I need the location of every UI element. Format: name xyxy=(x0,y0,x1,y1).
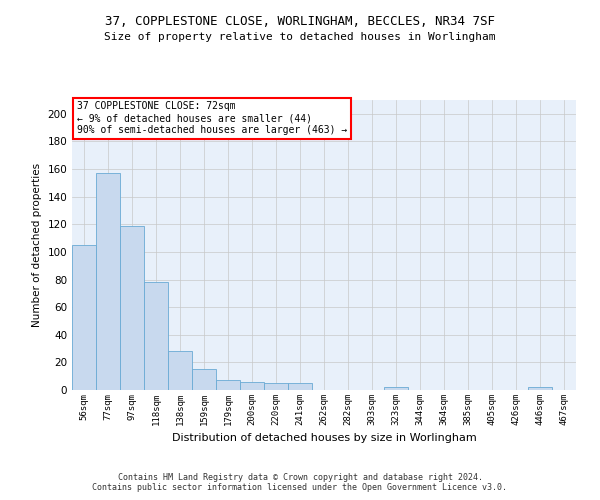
Text: Size of property relative to detached houses in Worlingham: Size of property relative to detached ho… xyxy=(104,32,496,42)
Bar xyxy=(120,226,144,390)
X-axis label: Distribution of detached houses by size in Worlingham: Distribution of detached houses by size … xyxy=(172,434,476,444)
Bar xyxy=(384,387,408,390)
Bar xyxy=(192,370,216,390)
Bar xyxy=(96,173,120,390)
Bar xyxy=(528,387,552,390)
Text: Contains HM Land Registry data © Crown copyright and database right 2024.
Contai: Contains HM Land Registry data © Crown c… xyxy=(92,473,508,492)
Bar xyxy=(144,282,168,390)
Text: 37, COPPLESTONE CLOSE, WORLINGHAM, BECCLES, NR34 7SF: 37, COPPLESTONE CLOSE, WORLINGHAM, BECCL… xyxy=(105,15,495,28)
Bar xyxy=(72,245,96,390)
Text: 37 COPPLESTONE CLOSE: 72sqm
← 9% of detached houses are smaller (44)
90% of semi: 37 COPPLESTONE CLOSE: 72sqm ← 9% of deta… xyxy=(77,102,347,134)
Bar xyxy=(216,380,240,390)
Bar xyxy=(168,352,192,390)
Y-axis label: Number of detached properties: Number of detached properties xyxy=(32,163,42,327)
Bar xyxy=(288,383,312,390)
Bar xyxy=(264,383,288,390)
Bar xyxy=(240,382,264,390)
